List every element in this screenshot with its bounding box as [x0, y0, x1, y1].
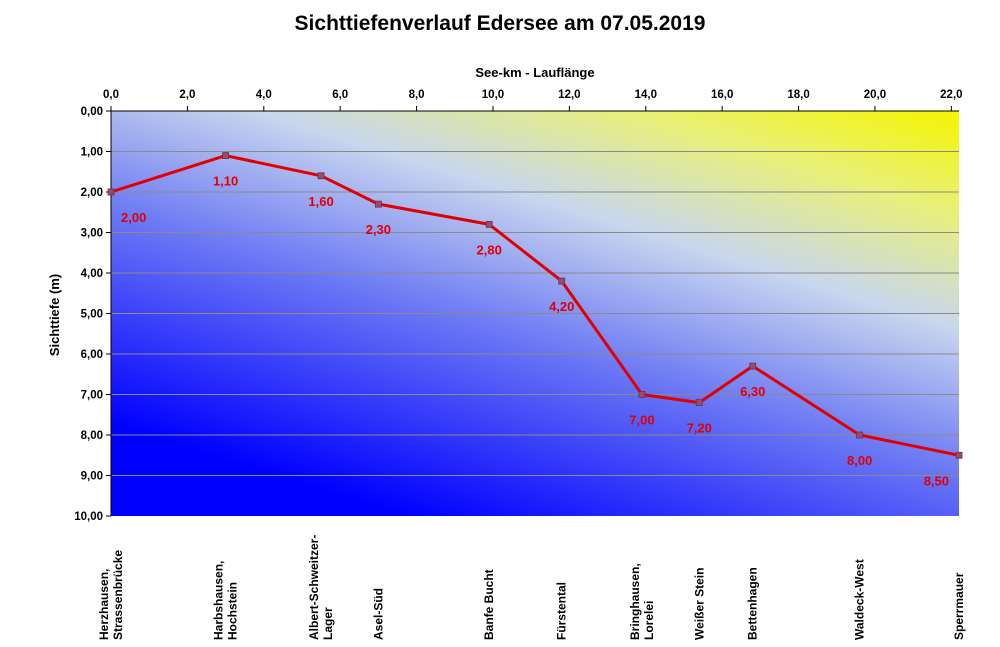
data-label: 8,00 — [847, 453, 872, 468]
data-point-marker — [638, 391, 646, 398]
data-label: 1,60 — [308, 194, 333, 209]
data-label: 6,30 — [740, 384, 765, 399]
station-label: Bringhausen, Lorelei — [628, 563, 656, 640]
station-label: Herzhausen, Strassenbrücke — [97, 550, 125, 640]
y-axis-title: Sichttiefe (m) — [47, 274, 62, 356]
data-point-marker — [856, 431, 864, 439]
y-tick-label: 9,00 — [81, 471, 103, 483]
station-label: Asel-Süd — [371, 588, 385, 640]
x-tick-label: 22,0 — [940, 89, 962, 101]
y-tick-label: 3,00 — [81, 228, 103, 240]
x-tick-label: 8,0 — [409, 89, 425, 101]
y-tick-label: 7,00 — [81, 390, 103, 402]
data-point-marker — [955, 451, 963, 459]
data-label: 7,00 — [629, 413, 654, 428]
x-tick-label: 4,0 — [256, 89, 272, 101]
x-tick-label: 12,0 — [558, 89, 580, 101]
y-tick-label: 0,00 — [81, 106, 103, 118]
data-label: 2,80 — [477, 242, 502, 257]
station-label-line: Strassenbrücke — [111, 550, 125, 640]
station-label-line: Bettenhagen — [746, 567, 760, 640]
data-point-marker — [374, 200, 382, 208]
y-tick-label: 1,00 — [81, 147, 103, 159]
station-label-line: Banfe Bucht — [482, 569, 496, 640]
station-label: Waldeck-West — [853, 559, 867, 640]
station-label-line: Hochstein — [226, 582, 240, 640]
station-label-line: Lorelei — [642, 601, 656, 640]
station-label-line: Sperrmauer — [952, 572, 966, 640]
data-point-marker — [317, 172, 325, 180]
station-label-line: Waldeck-West — [853, 559, 867, 640]
x-tick-label: 6,0 — [332, 89, 348, 101]
data-label: 1,10 — [213, 174, 238, 189]
x-tick-label: 0,0 — [103, 89, 119, 101]
y-tick-label: 5,00 — [81, 309, 103, 321]
station-label-line: Lager — [321, 607, 335, 640]
station-label-line: Harbshausen, — [212, 561, 226, 640]
data-point-marker — [749, 362, 757, 370]
station-label-line: Bringhausen, — [628, 563, 642, 640]
station-label-line: Albert-Schweitzer- — [307, 535, 321, 640]
station-label: Banfe Bucht — [482, 569, 496, 640]
data-point-marker — [558, 277, 566, 285]
station-labels: Herzhausen, Strassenbrücke Harbshausen, Hoc… — [97, 535, 966, 640]
data-point-marker — [695, 399, 703, 407]
data-label: 2,30 — [366, 222, 391, 237]
station-label-line: Herzhausen, — [97, 569, 111, 640]
station-label: Sperrmauer — [952, 572, 966, 640]
station-label-line: Asel-Süd — [371, 588, 385, 640]
station-label-line: Fürstental — [555, 582, 569, 640]
y-tick-label: 10,00 — [74, 511, 103, 523]
station-label: Fürstental — [555, 582, 569, 640]
x-tick-label: 20,0 — [864, 89, 886, 101]
station-label: Harbshausen, Hochstein — [212, 561, 240, 640]
x-tick-label: 18,0 — [787, 89, 809, 101]
x-axis-title: See-km - Lauflänge — [475, 65, 594, 80]
x-tick-label: 2,0 — [179, 89, 195, 101]
x-tick-label: 10,0 — [482, 89, 504, 101]
axes: 0,00 1,00 2,00 3,00 4,00 5,00 6,00 7,00 8,00 9,00… — [74, 89, 962, 523]
data-point-marker — [107, 188, 115, 196]
gridlines — [111, 151, 959, 476]
data-label: 4,20 — [549, 299, 574, 314]
data-label: 8,50 — [924, 473, 949, 488]
y-tick-label: 8,00 — [81, 430, 103, 442]
station-label: Weißer Stein — [692, 568, 706, 640]
station-label-line: Weißer Stein — [692, 568, 706, 640]
data-point-marker — [222, 152, 229, 159]
station-label: Bettenhagen — [746, 567, 760, 640]
series-visibility-depth — [107, 152, 963, 459]
x-tick-label: 16,0 — [711, 89, 733, 101]
data-labels: 2,00 1,10 1,60 2,30 2,80 4,20 7,00 7,20 6,30 8,00… — [121, 174, 949, 489]
data-point-marker — [485, 220, 493, 228]
station-label: Albert-Schweitzer- Lager — [307, 535, 335, 640]
y-tick-label: 6,00 — [81, 349, 103, 361]
chart-title: Sichttiefenverlauf Edersee am 07.05.2019 — [295, 12, 706, 35]
y-tick-label: 2,00 — [81, 187, 103, 199]
x-tick-label: 14,0 — [635, 89, 657, 101]
data-label: 2,00 — [121, 210, 146, 225]
y-tick-label: 4,00 — [81, 268, 103, 280]
data-label: 7,20 — [687, 421, 712, 436]
